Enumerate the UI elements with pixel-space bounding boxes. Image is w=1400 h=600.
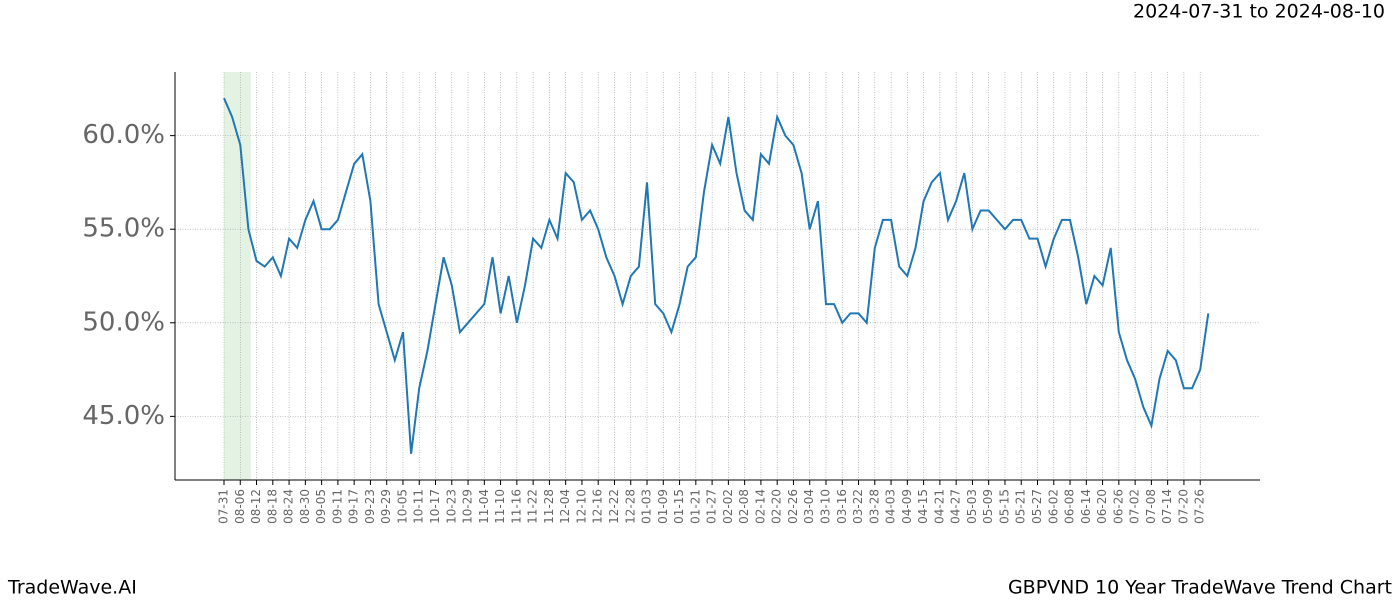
x-tick-label: 02-20: [770, 489, 784, 524]
x-tick-label: 10-05: [395, 489, 409, 524]
x-tick-label: 03-16: [835, 489, 849, 524]
x-tick-label: 04-03: [884, 489, 898, 524]
x-tick-label: 11-22: [526, 489, 540, 524]
x-tick-label: 07-20: [1176, 489, 1190, 524]
x-tick-label: 08-12: [249, 489, 263, 524]
x-tick-label: 01-21: [688, 489, 702, 524]
x-tick-label: 10-29: [461, 489, 475, 524]
x-tick-label: 06-14: [1079, 489, 1093, 524]
x-tick-label: 05-27: [1030, 489, 1044, 524]
x-tick-label: 05-15: [997, 489, 1011, 524]
brand: TradeWave.AI: [7, 577, 137, 599]
x-tick-label: 04-15: [916, 489, 930, 524]
x-tick-label: 03-28: [867, 489, 881, 524]
x-tick-label: 11-10: [493, 489, 507, 524]
y-tick-label: 45.0%: [82, 401, 165, 431]
x-tick-label: 10-23: [444, 489, 458, 524]
x-tick-label: 12-10: [574, 489, 588, 524]
x-tick-label: 02-02: [721, 489, 735, 524]
x-tick-label: 06-20: [1095, 489, 1109, 524]
x-tick-label: 07-02: [1128, 489, 1142, 524]
x-tick-label: 10-17: [428, 489, 442, 524]
x-tick-label: 04-27: [949, 489, 963, 524]
x-tick-label: 07-08: [1144, 489, 1158, 524]
x-tick-label: 09-11: [330, 489, 344, 524]
x-tick-label: 09-29: [379, 489, 393, 524]
x-tick-label: 01-03: [640, 489, 654, 524]
x-tick-label: 08-24: [282, 489, 296, 524]
x-tick-label: 09-17: [347, 489, 361, 524]
chart-subtitle: 2024-07-31 to 2024-08-10: [1133, 1, 1385, 23]
chart-title: GBPVND 10 Year TradeWave Trend Chart: [1008, 577, 1392, 599]
x-tick-label: 12-22: [607, 489, 621, 524]
x-tick-label: 02-26: [786, 489, 800, 524]
x-tick-label: 05-09: [981, 489, 995, 524]
x-tick-label: 06-02: [1046, 489, 1060, 524]
x-tick-label: 02-14: [753, 489, 767, 524]
y-tick-label: 50.0%: [82, 307, 165, 337]
x-tick-label: 07-31: [217, 489, 231, 524]
x-tick-label: 05-21: [1014, 489, 1028, 524]
x-tick-label: 03-04: [802, 489, 816, 524]
x-tick-label: 06-26: [1111, 489, 1125, 524]
highlight-band: [224, 72, 251, 480]
x-tick-label: 12-04: [558, 489, 572, 524]
x-tick-label: 11-16: [509, 489, 523, 524]
x-tick-label: 01-15: [672, 489, 686, 524]
x-tick-label: 02-08: [737, 489, 751, 524]
y-tick-label: 55.0%: [82, 214, 165, 244]
x-tick-label: 10-11: [412, 489, 426, 524]
x-tick-label: 01-27: [705, 489, 719, 524]
x-tick-label: 12-16: [591, 489, 605, 524]
y-tick-label: 60.0%: [82, 120, 165, 150]
x-tick-label: 03-10: [818, 489, 832, 524]
x-tick-label: 11-28: [542, 489, 556, 524]
x-tick-label: 01-09: [656, 489, 670, 524]
x-tick-label: 04-09: [900, 489, 914, 524]
x-tick-label: 08-06: [233, 489, 247, 524]
trend-line: [223, 97, 1210, 454]
x-tick-label: 05-03: [965, 489, 979, 524]
x-tick-label: 08-30: [298, 489, 312, 524]
x-tick-label: 08-18: [265, 489, 279, 524]
x-tick-label: 07-14: [1160, 489, 1174, 524]
x-tick-label: 07-26: [1193, 489, 1207, 524]
x-tick-label: 09-23: [363, 489, 377, 524]
x-tick-label: 12-28: [623, 489, 637, 524]
x-tick-label: 03-22: [851, 489, 865, 524]
x-tick-label: 11-04: [477, 489, 491, 524]
x-tick-label: 09-05: [314, 489, 328, 524]
x-tick-label: 04-21: [932, 489, 946, 524]
x-tick-label: 06-08: [1063, 489, 1077, 524]
